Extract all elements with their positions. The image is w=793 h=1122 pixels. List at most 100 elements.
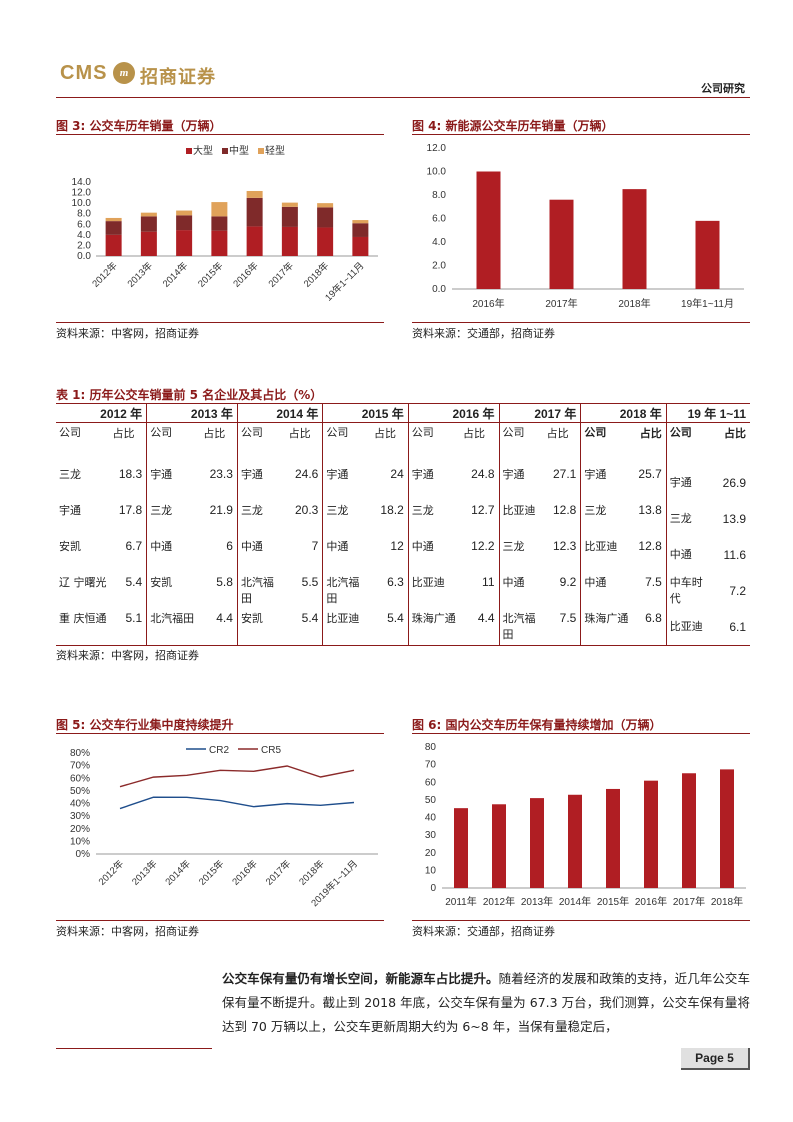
share-cell: 7.2 [729,583,746,598]
company-cell: 比亚迪 [580,536,633,573]
bar [568,794,582,888]
share-cell: 17.8 [118,502,143,517]
x-tick-label: 2013年 [521,895,553,908]
company-cell: 安凯 [59,539,81,553]
company-cell: 宇通 [236,464,286,501]
fig5-title-rule [56,733,384,734]
share-cell: 25.7 [638,466,662,481]
brand-logo-icon: m [113,62,135,84]
y-tick-label: 8.0 [432,190,446,201]
year-header: 2014 年 [236,403,323,423]
x-tick-label: 2011年 [445,895,477,908]
year-header: 19 年 1~11 [665,403,750,423]
x-tick-label: 2018年 [618,297,650,310]
share-cell: 5.4 [285,608,323,646]
column-header-company: 公司 [146,422,201,465]
company-cell: 三龙 [498,536,544,573]
y-tick-label: 4.0 [77,230,91,241]
share-cell: 24.8 [471,466,495,481]
company-cell: 北汽福田 [146,608,201,646]
share-cell: 5.5 [301,574,319,589]
company-cell: 宇通 [498,464,544,501]
fig4-chart: 0.0 2.0 4.0 6.0 8.0 10.0 12.0 2016年 2017年 2018年 19… [427,143,744,310]
y-tick-label: 30 [425,830,437,841]
fig4-title-rule [412,134,750,135]
x-tick-label: 2017年 [263,857,294,888]
company-cell: 安凯 [146,572,201,609]
bar-大型 [352,236,369,256]
legend-label: CR5 [261,745,281,756]
brand-logo-text: CMS [60,62,108,84]
bar [682,773,696,888]
table-row: 三龙 18.3 宇通 23.3 宇通 24.6 宇通 24 宇通 24.8 宇通 27.1 宇通 25.7… [56,464,750,501]
bar [476,171,501,289]
share-cell: 6.8 [632,608,667,646]
paragraph-lead: 公交车保有量仍有增长空间，新能源车占比提升。 [222,971,499,986]
share-cell: 5.4 [125,574,143,589]
fig4-source: 资料来源：交通部，招商证券 [412,327,555,340]
fig5-title: 图 5: 公交车行业集中度持续提升 [56,718,234,732]
share-cell: 24.6 [294,466,319,481]
x-tick-label: 2018年 [297,857,328,888]
company-cell: 中通 [580,572,633,609]
fig6-title: 图 6: 国内公交车历年保有量持续增加（万辆） [412,718,662,732]
bar-中型 [352,223,369,237]
bar-中型 [246,197,263,227]
share-cell: 21.9 [209,502,233,517]
y-tick-label: 60 [425,777,437,788]
year-header: 2018 年 [580,403,667,423]
fig4-title: 图 4: 新能源公交车历年销量（万辆） [412,119,614,133]
company-cell: 宇通 [665,464,713,501]
year-header: 2017 年 [498,403,581,423]
y-tick-label: 60% [70,773,90,784]
share-cell: 12 [390,538,404,553]
company-cell: 三龙 [580,500,633,537]
bar [549,199,574,289]
column-header-share: 占比 [639,428,662,440]
column-header-share: 占比 [203,428,226,440]
share-cell: 5.1 [109,608,147,646]
company-cell: 珠海广通 [407,608,461,646]
x-tick-label: 2014年 [163,857,194,888]
footnote-rule [56,1048,212,1049]
x-tick-label: 2012年 [96,857,127,888]
company-cell: 重 庆恒通 [56,608,110,646]
y-tick-label: 12.0 [427,143,447,154]
share-cell: 26.9 [722,475,746,490]
brand-name: 招商证券 [140,67,216,88]
fig5-chart: 0% 10%20% 30%40% 50% 60%70% 80% 2012年 2013年 2014… [70,745,378,909]
share-cell: 13.8 [638,502,662,517]
company-cell: 中通 [146,536,201,573]
x-tick-label: 2014年 [160,259,191,290]
y-tick-label: 20 [425,848,437,859]
fig3-source: 资料来源：中客网，招商证券 [56,327,199,340]
table-row: 宇通 17.8 三龙 21.9 三龙 20.3 三龙 18.2 三龙 12.7 比亚迪 12.8 三龙 1… [56,500,750,537]
x-tick-label: 2018年 [301,259,332,290]
company-cell: 三龙 [665,500,713,537]
fig6-source: 资料来源：交通部，招商证券 [412,925,555,938]
share-cell: 6.1 [712,608,750,646]
company-cell: 比亚迪 [407,572,461,609]
x-tick-label: 2014年 [559,895,591,908]
company-cell: 宇通 [146,464,201,501]
company-cell: 北汽福田 [322,572,372,609]
company-cell: 珠海广通 [580,608,633,646]
sales-ranking-table: 2012 年 2013 年 2014 年 2015 年 2016 年 2017 年 2018… [56,403,750,646]
company-cell: 中通 [407,536,461,573]
company-cell: 中通 [322,536,372,573]
legend-label: 大型 [193,144,213,157]
body-paragraph: 公交车保有量仍有增长空间，新能源车占比提升。随着经济的发展和政策的支持，近几年公… [222,967,750,1039]
share-cell: 6.7 [125,538,143,553]
share-cell: 20.3 [294,502,319,517]
header-divider [56,97,750,98]
bar [720,769,734,888]
series-line-CR5 [119,765,355,788]
fig6-source-rule [412,920,750,921]
company-cell: 北汽福田 [236,572,286,609]
company-cell: 宇通 [407,464,461,501]
x-tick-label: 2012年 [90,259,121,290]
column-header-company: 公司 [322,422,372,465]
company-cell: 中通 [236,536,286,573]
fig3-title: 图 3: 公交车历年销量（万辆） [56,119,222,133]
column-header-share: 占比 [463,428,486,440]
